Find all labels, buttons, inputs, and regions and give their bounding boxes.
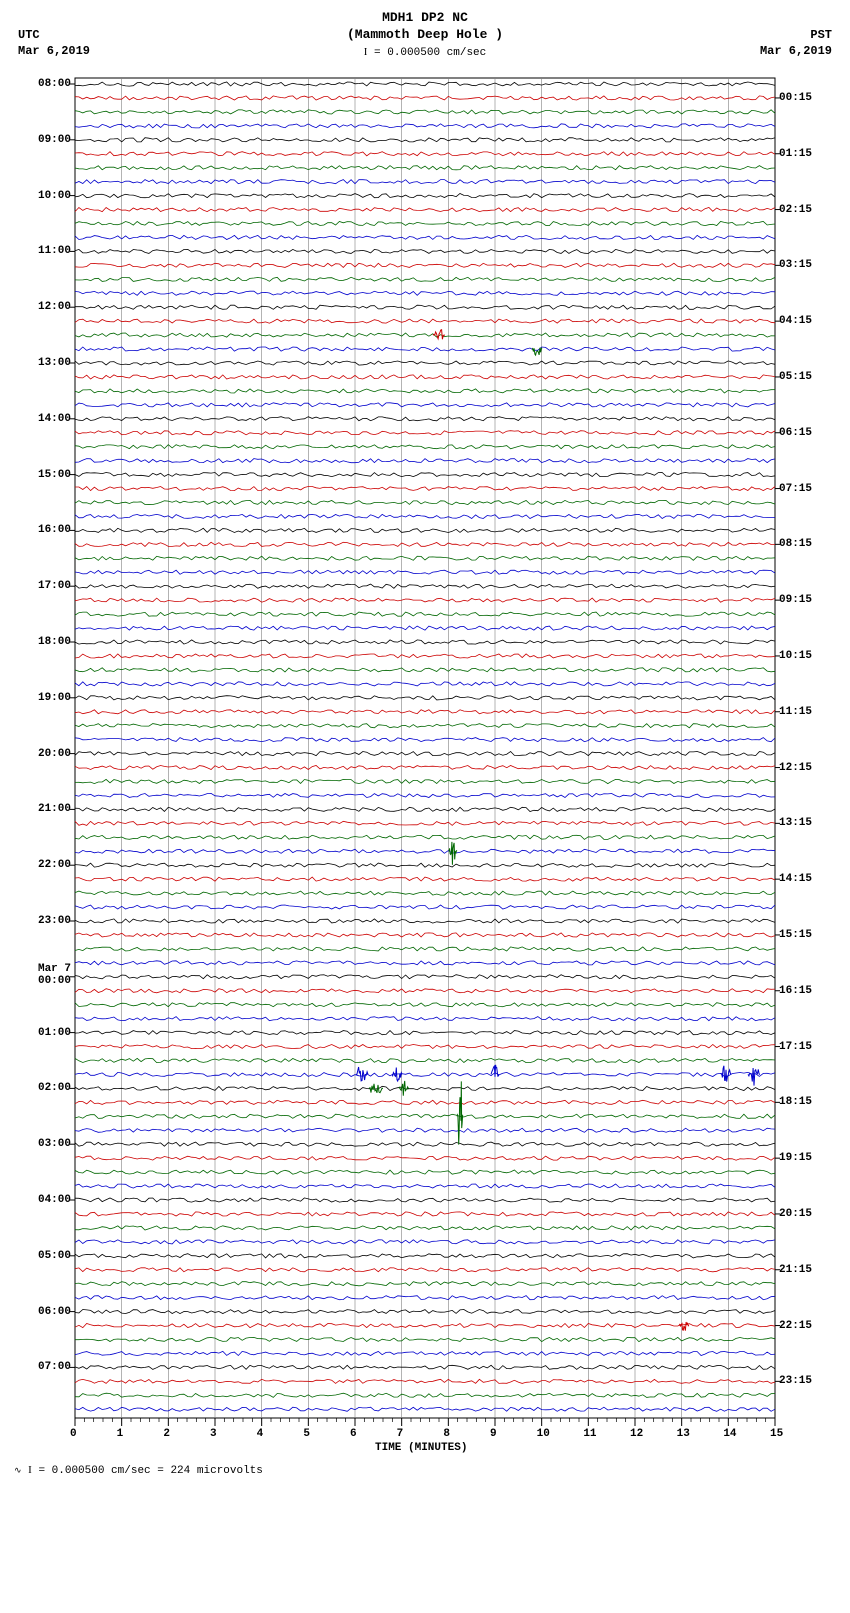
left-time-label: 16:00 (38, 524, 71, 536)
right-time-label: 20:15 (779, 1208, 812, 1220)
right-time-label: 10:15 (779, 650, 812, 662)
x-axis-title: TIME (MINUTES) (375, 1442, 467, 1454)
x-tick-label: 15 (770, 1428, 783, 1440)
right-time-label: 06:15 (779, 427, 812, 439)
left-time-label: 11:00 (38, 245, 71, 257)
scale-legend: I = 0.000500 cm/sec (10, 46, 840, 59)
right-time-label: 12:15 (779, 762, 812, 774)
right-time-label: 08:15 (779, 538, 812, 550)
left-time-label: 13:00 (38, 357, 71, 369)
left-time-label: 04:00 (38, 1194, 71, 1206)
left-time-label: 03:00 (38, 1138, 71, 1150)
right-time-label: 02:15 (779, 204, 812, 216)
right-time-label: 04:15 (779, 315, 812, 327)
left-time-label: 18:00 (38, 636, 71, 648)
left-time-label: 19:00 (38, 692, 71, 704)
x-tick-label: 7 (397, 1428, 404, 1440)
x-tick-label: 3 (210, 1428, 217, 1440)
left-tz-label: UTC (18, 28, 90, 44)
right-time-label: 15:15 (779, 929, 812, 941)
left-time-label: 17:00 (38, 580, 71, 592)
header: UTC Mar 6,2019 MDH1 DP2 NC (Mammoth Deep… (10, 10, 840, 70)
right-time-label: 14:15 (779, 873, 812, 885)
x-tick-label: 4 (257, 1428, 264, 1440)
right-time-label: 07:15 (779, 483, 812, 495)
x-tick-label: 9 (490, 1428, 497, 1440)
left-time-label: 22:00 (38, 859, 71, 871)
left-time-label: Mar 700:00 (38, 963, 71, 987)
right-time-label: 17:15 (779, 1041, 812, 1053)
x-tick-label: 14 (723, 1428, 736, 1440)
right-time-label: 13:15 (779, 817, 812, 829)
right-timezone-block: PST Mar 6,2019 (760, 28, 832, 59)
x-tick-label: 6 (350, 1428, 357, 1440)
left-time-label: 08:00 (38, 78, 71, 90)
left-time-label: 02:00 (38, 1082, 71, 1094)
right-time-label: 18:15 (779, 1096, 812, 1108)
helicorder-svg (15, 70, 835, 1450)
left-time-label: 07:00 (38, 1361, 71, 1373)
x-tick-label: 10 (537, 1428, 550, 1440)
x-tick-label: 12 (630, 1428, 643, 1440)
left-timezone-block: UTC Mar 6,2019 (18, 28, 90, 59)
left-time-label: 21:00 (38, 803, 71, 815)
x-tick-label: 11 (583, 1428, 596, 1440)
right-time-label: 16:15 (779, 985, 812, 997)
left-time-label: 15:00 (38, 469, 71, 481)
footer-scale: ∿ I = 0.000500 cm/sec = 224 microvolts (10, 1464, 840, 1477)
x-tick-label: 8 (443, 1428, 450, 1440)
left-time-label: 05:00 (38, 1250, 71, 1262)
right-time-label: 01:15 (779, 148, 812, 160)
right-time-label: 09:15 (779, 594, 812, 606)
x-tick-label: 1 (117, 1428, 124, 1440)
right-time-label: 11:15 (779, 706, 812, 718)
footer-scale-text: = 0.000500 cm/sec = 224 microvolts (38, 1465, 262, 1477)
x-tick-label: 2 (163, 1428, 170, 1440)
right-time-label: 23:15 (779, 1375, 812, 1387)
right-time-label: 19:15 (779, 1152, 812, 1164)
right-time-label: 00:15 (779, 92, 812, 104)
right-date: Mar 6,2019 (760, 44, 832, 60)
x-tick-label: 13 (677, 1428, 690, 1440)
right-time-label: 22:15 (779, 1320, 812, 1332)
left-time-label: 06:00 (38, 1306, 71, 1318)
left-time-label: 20:00 (38, 748, 71, 760)
helicorder-plot: 08:00 09:00 10:00 11:00 12:00 13:00 14:00 15:00… (15, 70, 835, 1450)
station-id: MDH1 DP2 NC (10, 10, 840, 27)
x-tick-label: 0 (70, 1428, 77, 1440)
left-date: Mar 6,2019 (18, 44, 90, 60)
left-time-label: 12:00 (38, 301, 71, 313)
left-time-label: 14:00 (38, 413, 71, 425)
right-tz-label: PST (760, 28, 832, 44)
left-time-label: 09:00 (38, 134, 71, 146)
left-time-label: 23:00 (38, 915, 71, 927)
station-name: (Mammoth Deep Hole ) (10, 27, 840, 44)
title-block: MDH1 DP2 NC (Mammoth Deep Hole ) (10, 10, 840, 44)
x-tick-label: 5 (303, 1428, 310, 1440)
right-time-label: 05:15 (779, 371, 812, 383)
scale-legend-text: = 0.000500 cm/sec (374, 47, 486, 59)
right-time-label: 03:15 (779, 259, 812, 271)
left-time-label: 10:00 (38, 190, 71, 202)
left-time-label: 01:00 (38, 1027, 71, 1039)
right-time-label: 21:15 (779, 1264, 812, 1276)
